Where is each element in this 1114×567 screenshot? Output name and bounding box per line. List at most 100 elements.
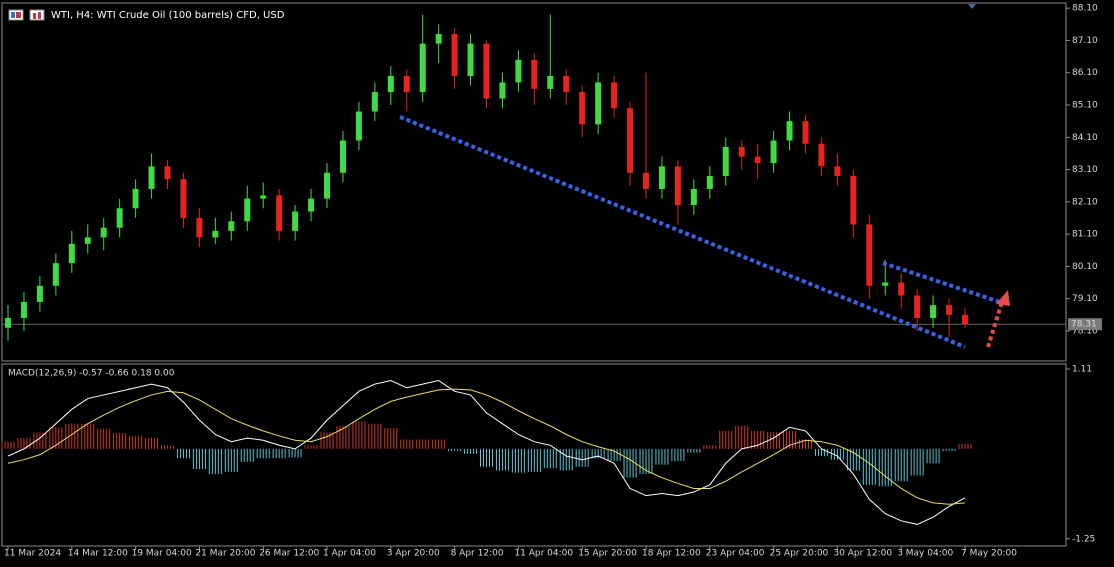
candle-body bbox=[706, 176, 713, 189]
y-tick-label: 86.10 bbox=[1072, 68, 1098, 78]
candle-body bbox=[84, 237, 91, 244]
x-tick-label: 26 Mar 12:00 bbox=[259, 549, 319, 559]
annotations bbox=[399, 115, 1010, 349]
candle-body bbox=[658, 166, 665, 189]
candle-body bbox=[196, 217, 203, 238]
candle-body bbox=[499, 82, 506, 99]
x-tick-label: 11 Mar 2024 bbox=[4, 549, 61, 559]
candle-body bbox=[260, 195, 267, 199]
macd-line bbox=[7, 380, 966, 525]
trend-line bbox=[399, 115, 966, 349]
current-price-box bbox=[1068, 318, 1102, 331]
x-tick-label: 21 Mar 20:00 bbox=[195, 549, 255, 559]
candle-body bbox=[5, 318, 11, 328]
macd-line bbox=[7, 388, 966, 505]
candle-body bbox=[387, 75, 394, 93]
candle-body bbox=[339, 140, 346, 173]
candle-body bbox=[435, 33, 442, 44]
y-tick-label: 1.11 bbox=[1072, 365, 1092, 375]
candle-body bbox=[818, 143, 825, 167]
candle-body bbox=[228, 221, 235, 231]
candle-body bbox=[36, 285, 43, 302]
candle-body bbox=[180, 179, 187, 218]
candle-body bbox=[116, 208, 123, 228]
x-tick-label: 3 May 04:00 bbox=[897, 549, 953, 559]
candle-body bbox=[292, 211, 299, 231]
candle-body bbox=[100, 227, 107, 238]
candle-body bbox=[674, 166, 681, 206]
candle-body bbox=[403, 75, 410, 93]
candle-body bbox=[914, 295, 921, 319]
candle-body bbox=[451, 33, 458, 76]
x-tick-label: 15 Apr 20:00 bbox=[578, 549, 637, 559]
x-tick-label: 3 Apr 20:00 bbox=[387, 549, 440, 559]
candle-body bbox=[898, 282, 905, 296]
y-tick-label: 81.10 bbox=[1072, 230, 1098, 240]
arrow-head bbox=[996, 290, 1010, 306]
y-tick-label: 80.10 bbox=[1072, 262, 1098, 272]
y-tick-label: 78.10 bbox=[1072, 326, 1098, 336]
candle-body bbox=[866, 224, 873, 286]
candle-body bbox=[212, 230, 219, 238]
candle-body bbox=[308, 198, 315, 212]
candle-body bbox=[595, 82, 602, 125]
forecast-arrow bbox=[986, 301, 1004, 348]
candle-body bbox=[882, 282, 889, 286]
candle-body bbox=[52, 263, 59, 286]
x-tick-label: 18 Apr 12:00 bbox=[642, 549, 701, 559]
x-tick-label: 25 Apr 20:00 bbox=[770, 549, 829, 559]
x-tick-label: 14 Mar 12:00 bbox=[68, 549, 128, 559]
candle-body bbox=[547, 75, 554, 89]
candle-body bbox=[946, 305, 953, 315]
candle-body bbox=[643, 172, 649, 189]
candle-body bbox=[834, 166, 841, 177]
x-tick-label: 7 May 20:00 bbox=[961, 549, 1017, 559]
candle-body bbox=[68, 243, 75, 264]
candle-body bbox=[483, 43, 490, 99]
y-tick-label: -1.25 bbox=[1072, 534, 1095, 544]
candle-body bbox=[276, 195, 283, 231]
candle-body bbox=[132, 188, 139, 209]
y-tick-label: 87.10 bbox=[1072, 36, 1098, 46]
x-tick-label: 1 Apr 04:00 bbox=[323, 549, 376, 559]
candle-body bbox=[563, 75, 570, 93]
x-tick-label: 30 Apr 12:00 bbox=[833, 549, 892, 559]
y-tick-label: 88.10 bbox=[1072, 4, 1098, 14]
y-tick-label: 83.10 bbox=[1072, 165, 1098, 175]
candle-body bbox=[579, 92, 586, 125]
candle-body bbox=[738, 146, 745, 157]
x-tick-label: 19 Mar 04:00 bbox=[132, 549, 192, 559]
candle-body bbox=[467, 43, 474, 76]
toolbar-icons bbox=[8, 9, 45, 21]
candle-body bbox=[244, 198, 251, 222]
current-price-label: 78.31 bbox=[1071, 320, 1097, 330]
candle-body bbox=[930, 305, 937, 319]
candle-body bbox=[802, 121, 809, 144]
candle-body bbox=[419, 43, 426, 93]
candle-body bbox=[531, 59, 538, 89]
candle-body bbox=[690, 188, 697, 206]
candle-body bbox=[786, 121, 793, 141]
candle-body bbox=[754, 156, 761, 164]
candle-body bbox=[148, 166, 155, 189]
candle-body bbox=[962, 314, 968, 325]
candle-body bbox=[611, 82, 618, 109]
x-tick-label: 11 Apr 04:00 bbox=[514, 549, 573, 559]
candle-body bbox=[324, 172, 330, 199]
candle-body bbox=[515, 59, 522, 83]
candle-body bbox=[770, 140, 777, 164]
candle-body bbox=[371, 92, 378, 112]
candle-body bbox=[20, 301, 27, 319]
macd-title: MACD(12,26,9) -0.57 -0.66 0.18 0.00 bbox=[8, 369, 175, 379]
y-tick-label: 85.10 bbox=[1072, 101, 1098, 111]
chart-title: WTI, H4: WTI Crude Oil (100 barrels) CFD… bbox=[51, 10, 285, 21]
candle-body bbox=[722, 146, 729, 177]
scroll-marker bbox=[968, 4, 976, 9]
candle-body bbox=[627, 108, 634, 173]
y-tick-label: 82.10 bbox=[1072, 197, 1098, 207]
x-tick-label: 8 Apr 12:00 bbox=[451, 549, 504, 559]
y-tick-label: 84.10 bbox=[1072, 133, 1098, 143]
x-tick-label: 23 Apr 04:00 bbox=[706, 549, 765, 559]
